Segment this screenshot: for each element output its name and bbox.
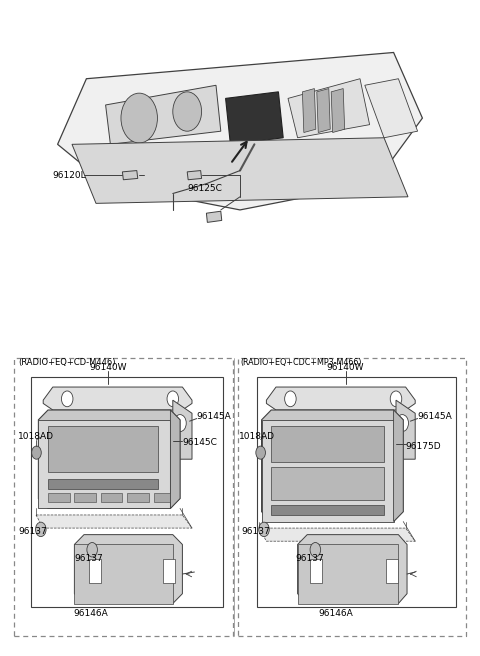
Polygon shape [331,89,345,133]
Polygon shape [144,436,173,446]
Polygon shape [38,410,180,508]
Polygon shape [257,377,456,607]
Text: 96125C: 96125C [187,184,222,193]
Polygon shape [259,528,415,541]
Polygon shape [365,79,418,138]
Polygon shape [262,420,394,522]
Circle shape [36,522,46,537]
Polygon shape [43,387,192,410]
Text: 96137: 96137 [241,527,270,536]
Circle shape [285,391,296,407]
Circle shape [121,93,157,143]
Text: 96145A: 96145A [197,412,231,421]
Circle shape [167,391,179,407]
Text: 96140W: 96140W [327,363,364,372]
Polygon shape [38,420,170,508]
Bar [89,559,101,583]
Text: (RADIO+EQ+CDC+MP3-M466): (RADIO+EQ+CDC+MP3-M466) [240,358,361,367]
Circle shape [390,391,402,407]
Circle shape [61,391,73,407]
Bar [163,559,175,583]
Polygon shape [271,426,384,462]
Text: 96120L: 96120L [53,171,86,180]
Circle shape [174,415,186,432]
Polygon shape [226,92,283,144]
Bar [386,559,398,583]
Text: 96140W: 96140W [89,363,127,372]
Text: 96145C: 96145C [182,438,217,447]
Circle shape [259,522,269,537]
Polygon shape [31,377,223,607]
Circle shape [87,543,97,557]
Polygon shape [48,426,158,472]
Text: 96175D: 96175D [406,441,441,451]
Polygon shape [206,211,222,222]
Text: 96137: 96137 [74,554,103,564]
Polygon shape [302,89,316,133]
Polygon shape [288,79,370,138]
Polygon shape [48,479,158,489]
Polygon shape [173,400,192,459]
Polygon shape [271,505,384,515]
Polygon shape [74,544,173,604]
Polygon shape [317,89,330,133]
Polygon shape [271,467,384,500]
Polygon shape [298,535,407,604]
Polygon shape [48,493,70,502]
Polygon shape [266,387,415,410]
Bar [310,559,322,583]
Polygon shape [187,171,202,180]
Polygon shape [36,515,192,528]
Circle shape [32,446,41,459]
Polygon shape [262,410,403,522]
Circle shape [256,446,265,459]
Text: 1018AD: 1018AD [18,432,54,441]
Polygon shape [394,410,403,522]
Text: (RADIO+EQ+CD-M446): (RADIO+EQ+CD-M446) [18,358,116,367]
Text: 96145A: 96145A [418,412,452,421]
Polygon shape [298,544,398,604]
Polygon shape [122,171,138,180]
Polygon shape [72,138,408,203]
Text: 96146A: 96146A [319,609,353,618]
Polygon shape [396,400,415,459]
Polygon shape [58,52,422,210]
Polygon shape [106,85,221,144]
Text: 96137: 96137 [295,554,324,564]
Circle shape [173,92,202,131]
Polygon shape [101,493,122,502]
Circle shape [310,543,321,557]
Text: 1018AD: 1018AD [239,432,275,441]
Text: 96146A: 96146A [74,609,108,618]
Text: 96137: 96137 [18,527,47,536]
Polygon shape [154,493,175,502]
Polygon shape [74,493,96,502]
Polygon shape [127,493,149,502]
Polygon shape [74,535,182,604]
Polygon shape [170,410,180,508]
Circle shape [396,415,408,432]
